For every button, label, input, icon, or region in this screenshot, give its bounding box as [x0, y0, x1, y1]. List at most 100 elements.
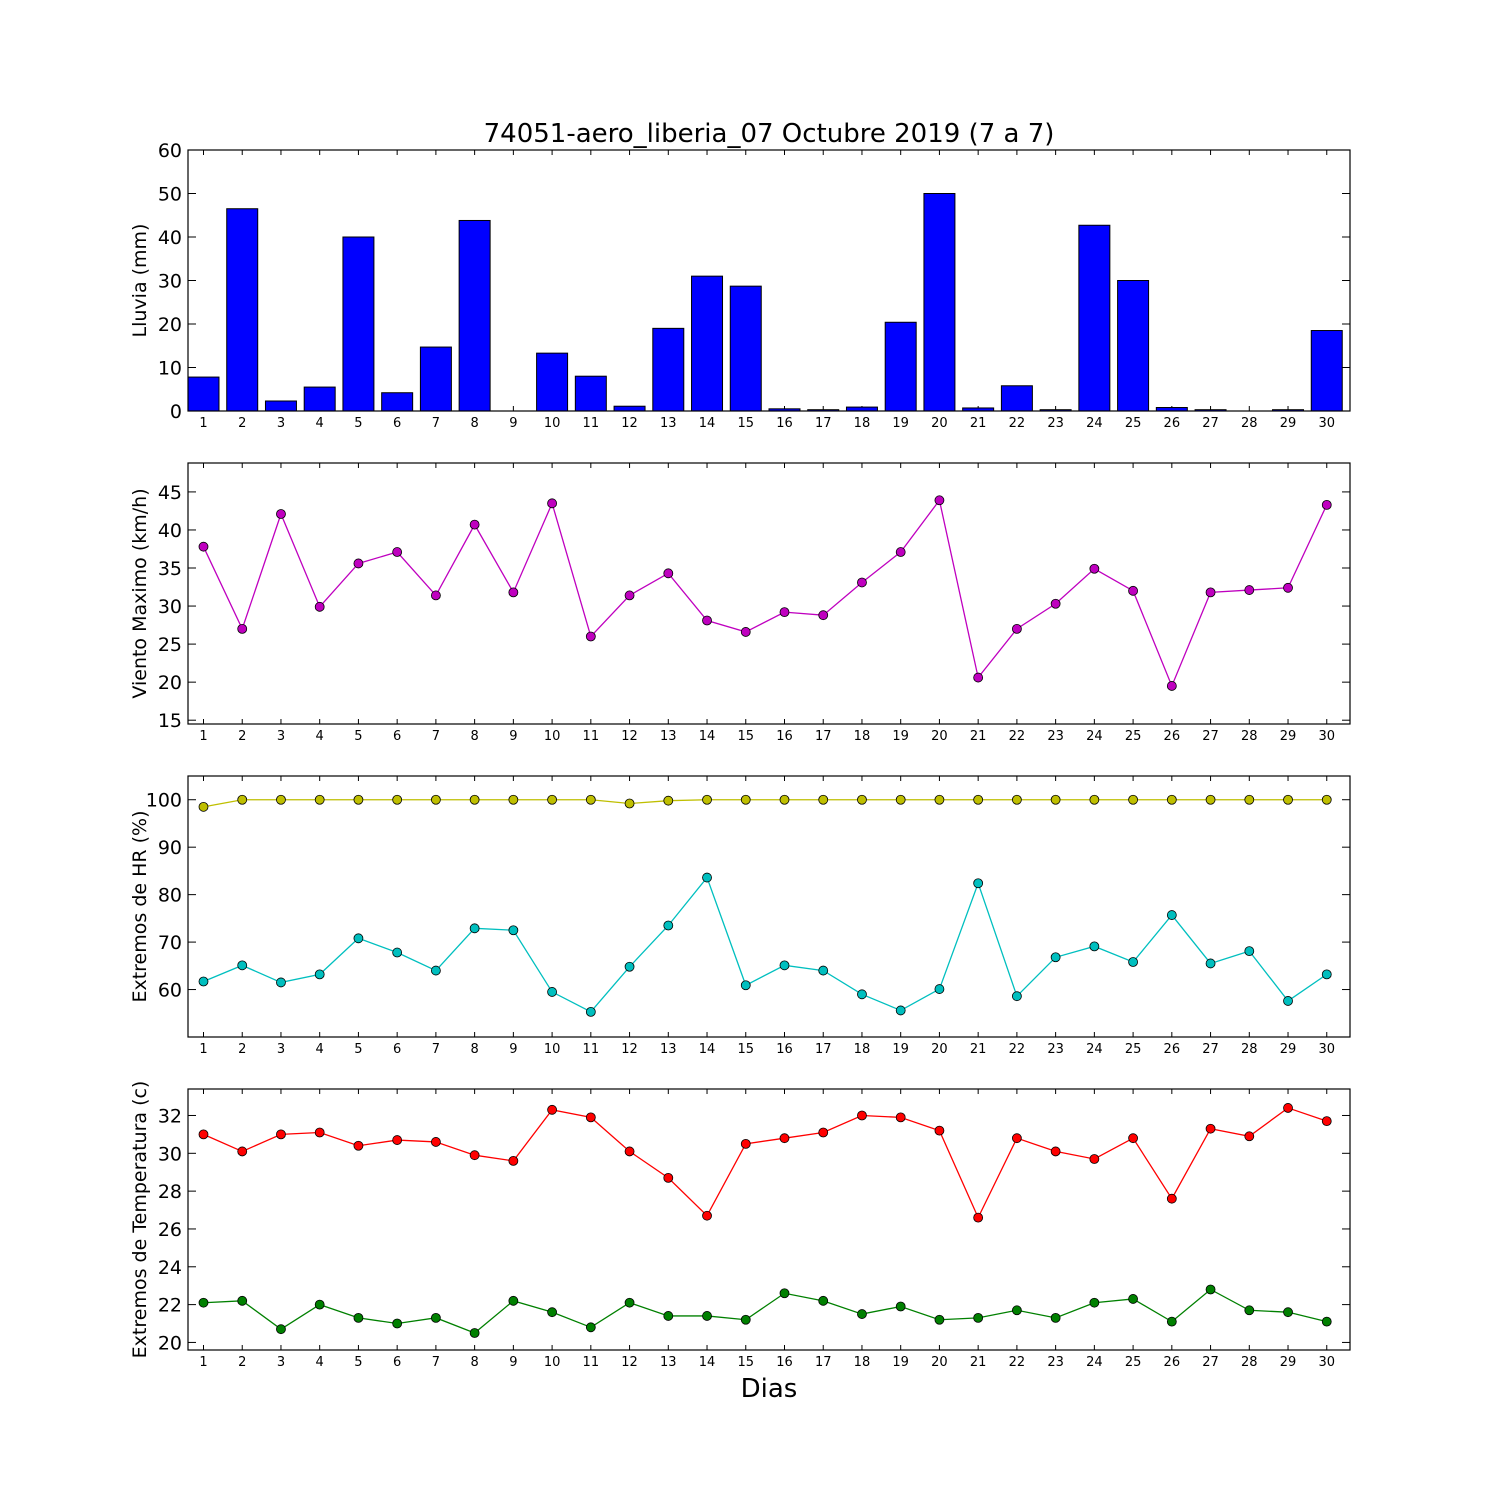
x-tick-label: 10 [544, 729, 561, 744]
point-s2-day-3 [276, 977, 286, 988]
point-s2-day-12 [624, 1297, 635, 1308]
x-tick-label: 4 [316, 416, 324, 431]
x-tick-label: 23 [1047, 416, 1064, 431]
point-s2-day-16 [779, 1288, 790, 1299]
x-tick-label: 25 [1125, 729, 1142, 744]
point-s1-day-25 [1128, 794, 1138, 805]
point-s1-day-2 [237, 794, 248, 805]
point-s2-day-11 [585, 1006, 596, 1017]
point-s2-day-17 [818, 1295, 829, 1306]
x-tick-label: 19 [892, 416, 909, 431]
y-tick-label: 60 [158, 980, 182, 1002]
x-tick-label: 1 [199, 1042, 207, 1057]
x-tick-label: 29 [1280, 1355, 1297, 1370]
x-tick-label: 7 [432, 1042, 440, 1057]
point-s2-day-1 [198, 976, 209, 987]
point-s2-day-26 [1166, 910, 1177, 920]
point-s1-day-15 [740, 1138, 751, 1149]
bar-day-6 [381, 392, 414, 411]
x-tick-label: 28 [1241, 729, 1258, 744]
point-s2-day-10 [547, 1307, 557, 1318]
point-s2-day-13 [663, 920, 674, 931]
point-s2-day-29 [1283, 996, 1293, 1006]
point-s1-day-23 [1050, 1146, 1061, 1157]
x-tick-label: 7 [432, 1355, 440, 1370]
y-axis-label: Extremos de Temperatura (c) [129, 1081, 151, 1359]
series-line-1 [202, 498, 1328, 688]
point-s1-day-15 [740, 794, 751, 805]
point-s1-day-26 [1166, 794, 1177, 805]
bar-day-13 [652, 327, 685, 411]
point-s1-day-2 [237, 1146, 248, 1157]
bar-day-14 [691, 275, 724, 411]
x-tick-label: 24 [1086, 1042, 1103, 1057]
y-tick-label: 60 [158, 140, 182, 162]
x-tick-label: 15 [737, 729, 754, 744]
x-tick-label: 22 [1009, 729, 1026, 744]
point-s2-day-20 [934, 1314, 945, 1325]
bar-day-3 [264, 400, 297, 411]
x-tick-label: 26 [1164, 416, 1181, 431]
point-s2-day-2 [237, 960, 248, 971]
x-tick-label: 27 [1202, 729, 1219, 744]
plot-area [198, 495, 1332, 691]
point-s2-day-25 [1128, 957, 1138, 967]
bar-day-7 [419, 346, 452, 411]
y-axis-label: Viento Maximo (km/h) [129, 488, 151, 698]
y-tick-label: 20 [158, 672, 182, 694]
x-tick-label: 16 [776, 416, 793, 431]
y-tick-label: 28 [158, 1181, 182, 1203]
point-s1-day-10 [547, 498, 557, 509]
x-tick-label: 8 [470, 416, 478, 431]
point-s2-day-6 [392, 947, 403, 958]
series-line-2 [203, 876, 1328, 1013]
x-tick-label: 13 [660, 1042, 677, 1057]
y-tick-label: 90 [158, 837, 182, 859]
x-tick-label: 26 [1164, 1042, 1181, 1057]
x-tick-label: 20 [931, 416, 948, 431]
point-s1-day-12 [624, 798, 635, 809]
point-s1-day-3 [276, 509, 286, 519]
x-tick-label: 24 [1086, 1355, 1103, 1370]
y-tick-label: 10 [158, 358, 182, 380]
plot-area [198, 1103, 1332, 1338]
x-tick-label: 5 [354, 1042, 362, 1057]
point-s1-day-9 [508, 794, 519, 805]
x-tick-label: 9 [509, 416, 517, 431]
x-tick-label: 25 [1125, 1355, 1142, 1370]
x-tick-label: 11 [583, 1042, 600, 1057]
x-tick-label: 12 [621, 1355, 638, 1370]
y-tick-label: 40 [158, 520, 182, 542]
x-tick-label: 28 [1241, 416, 1258, 431]
x-tick-label: 10 [544, 416, 561, 431]
x-tick-label: 6 [393, 729, 401, 744]
x-tick-label: 19 [892, 729, 909, 744]
x-axis-label: Dias [741, 1374, 798, 1404]
x-tick-label: 29 [1280, 1042, 1297, 1057]
point-s2-day-20 [934, 984, 945, 994]
bar-day-22 [1000, 385, 1033, 411]
x-tick-label: 2 [238, 416, 246, 431]
bar-day-15 [729, 285, 762, 411]
x-tick-label: 17 [815, 729, 832, 744]
point-s1-day-23 [1050, 794, 1061, 805]
point-s1-day-30 [1321, 1116, 1332, 1127]
point-s1-day-1 [198, 801, 209, 812]
bar-day-4 [303, 386, 336, 411]
point-s1-day-16 [779, 607, 790, 618]
plot-area [188, 193, 1343, 411]
axes-frame [187, 1088, 1351, 1351]
x-tick-label: 22 [1009, 416, 1026, 431]
y-tick-label: 30 [158, 271, 182, 293]
point-s2-day-10 [547, 987, 557, 997]
y-tick-label: 24 [158, 1257, 182, 1279]
point-s2-day-28 [1244, 1305, 1255, 1316]
point-s1-day-10 [547, 1104, 557, 1115]
x-tick-label: 17 [815, 1355, 832, 1370]
point-s1-day-22 [1011, 794, 1022, 805]
x-tick-label: 10 [544, 1042, 561, 1057]
point-s2-day-12 [624, 961, 635, 972]
bar-day-2 [226, 208, 259, 411]
